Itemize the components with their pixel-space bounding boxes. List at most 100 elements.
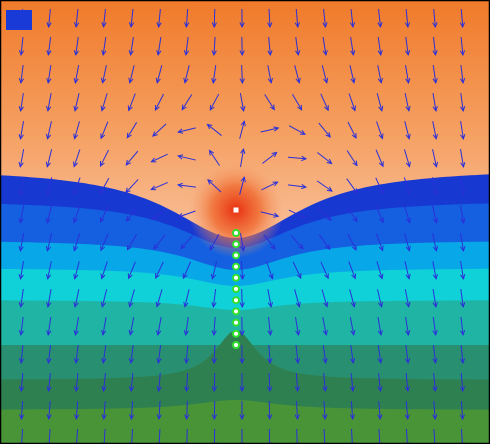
field-arrow: [182, 261, 192, 279]
field-arrow: [432, 233, 437, 251]
field-arrow: [19, 177, 25, 195]
field-arrow: [185, 344, 189, 364]
field-arrow: [158, 372, 161, 392]
field-arrow: [240, 233, 244, 251]
field-arrow: [73, 149, 81, 167]
arrow-head: [459, 302, 466, 309]
field-arrow: [185, 317, 189, 335]
arrow-head: [432, 273, 438, 280]
field-arrow: [376, 261, 383, 279]
field-arrow: [19, 149, 25, 167]
field-arrow: [460, 149, 464, 167]
arrow-head: [18, 386, 25, 393]
arrow-head: [100, 133, 106, 140]
field-arrow: [350, 345, 354, 363]
field-arrow: [377, 37, 382, 55]
arrow-head: [377, 386, 383, 393]
arrow-head: [239, 50, 245, 57]
arrow-head: [100, 301, 106, 308]
arrow-head: [326, 186, 333, 192]
arrow-head: [240, 245, 246, 253]
arrow-head: [297, 104, 303, 111]
arrow-head: [405, 189, 411, 196]
field-arrow: [126, 122, 138, 138]
arrow-head: [177, 128, 184, 134]
field-arrow: [102, 317, 107, 335]
arrow-head: [73, 386, 80, 393]
field-arrow: [295, 317, 299, 335]
potential-band: [0, 400, 490, 444]
arrow-head: [101, 386, 107, 393]
field-arrow: [213, 36, 216, 56]
field-arrow: [460, 400, 464, 420]
arrow-head: [377, 77, 383, 84]
field-arrow: [268, 316, 271, 336]
arrow-head: [294, 358, 301, 365]
arrow-head: [267, 301, 273, 308]
field-arrow: [405, 65, 409, 83]
field-arrow: [378, 8, 381, 28]
arrow-head: [294, 22, 300, 29]
field-arrow: [184, 289, 190, 307]
arrow-head: [46, 273, 52, 280]
field-arrow: [404, 93, 410, 111]
arrow-head: [155, 273, 160, 280]
trace-dot: [232, 307, 240, 316]
arrow-head: [298, 243, 304, 250]
arrow-head: [459, 22, 465, 29]
field-arrow: [316, 180, 333, 192]
arrow-head: [208, 149, 215, 156]
arrow-head: [324, 105, 329, 112]
field-arrow: [184, 65, 190, 83]
arrow-head: [73, 50, 79, 57]
arrow-head: [351, 244, 357, 252]
field-arrow: [185, 8, 189, 28]
arrow-head: [432, 78, 438, 85]
arrow-head: [273, 126, 280, 132]
arrow-head: [405, 77, 411, 85]
field-arrow: [290, 234, 304, 250]
field-arrow: [377, 345, 382, 363]
arrow-head: [184, 386, 190, 393]
field-arrow: [19, 121, 25, 139]
field-arrow: [239, 121, 245, 139]
arrow-head: [45, 133, 52, 140]
arrow-head: [379, 189, 384, 196]
field-arrow: [47, 261, 52, 279]
field-arrow: [47, 289, 52, 307]
field-arrow: [460, 121, 464, 139]
field-arrow: [209, 233, 220, 251]
arrow-head: [18, 330, 25, 337]
trace-dot: [232, 262, 240, 271]
corner-button[interactable]: [6, 10, 32, 30]
field-arrow: [292, 261, 302, 279]
field-arrow: [350, 8, 354, 28]
field-arrow: [211, 261, 218, 279]
field-arrow: [241, 288, 243, 308]
field-arrow: [459, 205, 465, 223]
field-arrow: [213, 8, 216, 28]
arrow-head: [128, 22, 135, 29]
field-arrow: [460, 289, 464, 307]
arrow-head: [301, 183, 308, 190]
arrow-head: [377, 22, 383, 29]
field-arrow: [405, 400, 409, 420]
arrow-head: [270, 244, 276, 250]
field-arrow: [433, 8, 436, 28]
arrow-head: [129, 414, 135, 421]
field-arrow: [376, 121, 383, 139]
arrow-head: [127, 105, 133, 112]
field-arrow: [48, 372, 51, 392]
field-arrow: [99, 177, 110, 195]
arrow-head: [183, 50, 190, 57]
field-arrow: [125, 150, 139, 166]
field-arrow: [433, 372, 436, 392]
arrow-head: [99, 188, 105, 195]
arrow-head: [326, 158, 333, 165]
field-arrow: [292, 93, 302, 111]
field-arrow: [432, 205, 437, 223]
arrow-head: [404, 386, 411, 393]
field-arrow: [404, 289, 410, 307]
arrow-head: [405, 245, 411, 252]
field-arrow: [20, 261, 24, 279]
